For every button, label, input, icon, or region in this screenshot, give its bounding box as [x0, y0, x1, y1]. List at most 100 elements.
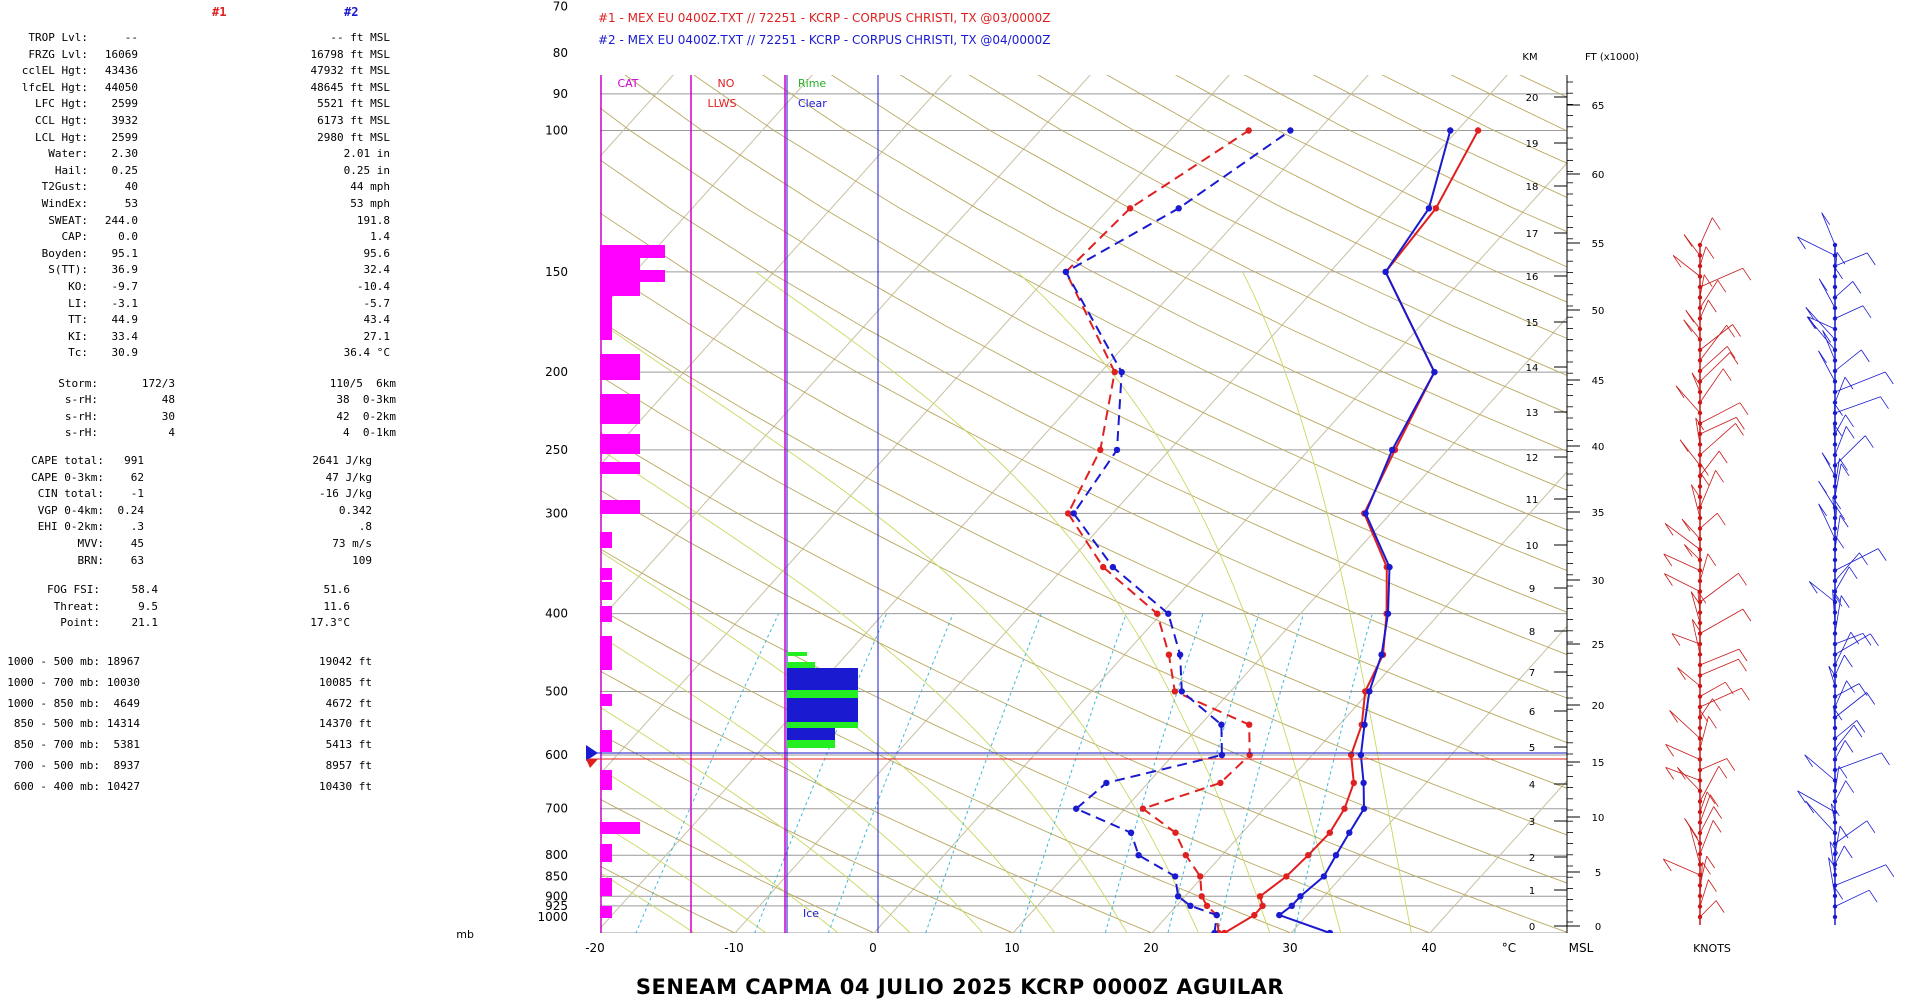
temperature-tick: 10	[1004, 941, 1019, 955]
km-tick: 6	[1529, 707, 1535, 718]
km-tick: 8	[1529, 627, 1535, 638]
dewpoint-s1-point	[1112, 369, 1118, 375]
icing-bar	[787, 722, 858, 728]
wind-barb-s1-barb	[1743, 268, 1751, 280]
wind-barb-s1-barb	[1673, 255, 1700, 276]
wind-barb-s2-barb	[1844, 655, 1852, 667]
wind-barb-s1-barb	[1727, 346, 1735, 358]
cat-bar	[600, 582, 612, 600]
icing-bar	[787, 698, 858, 722]
wind-barb-s1-barb	[1733, 325, 1741, 337]
dry-adiabat	[1048, 0, 1920, 950]
wind-barb-s2-barb	[1798, 237, 1836, 256]
temperature-s1-point	[1257, 893, 1263, 899]
isotherm	[0, 0, 146, 933]
km-tick: 10	[1526, 541, 1539, 552]
cat-bar	[600, 394, 640, 424]
ft-tick: 25	[1592, 640, 1605, 651]
dewpoint-s2-point	[1218, 722, 1224, 728]
cat-bar	[600, 906, 612, 918]
km-tick: 14	[1526, 363, 1539, 374]
wind-barb-s1-barb	[1684, 545, 1700, 561]
wind-barb-s2-barb	[1835, 436, 1865, 466]
wind-barb-s2-barb	[1835, 725, 1854, 749]
km-tick: 16	[1526, 272, 1539, 283]
wind-barb-s1-barb	[1686, 310, 1694, 322]
isotherm	[40, 0, 980, 933]
ft-tick: 30	[1592, 576, 1605, 587]
ft-tick: 15	[1592, 758, 1605, 769]
wind-barb-s2-barb	[1837, 252, 1845, 264]
dewpoint-s1-point	[1172, 688, 1178, 694]
km-tick: 2	[1529, 853, 1535, 864]
temperature-s1-point	[1305, 852, 1311, 858]
wind-barb-s1-barb	[1680, 440, 1688, 452]
dry-adiabat	[0, 0, 1053, 950]
dewpoint-s1-point	[1199, 893, 1205, 899]
dry-adiabat	[516, 0, 1920, 950]
header-line-1: #1 - MEX EU 0400Z.TXT // 72251 - KCRP - …	[598, 11, 1050, 25]
temperature-s2-point	[1360, 780, 1366, 786]
wind-barb-s1-barb	[1678, 668, 1701, 686]
dry-adiabat	[398, 0, 1920, 950]
temperature-s2-point	[1361, 806, 1367, 812]
dry-adiabat	[339, 0, 1920, 950]
wind-barb-s2-barb	[1867, 253, 1875, 265]
wind-barb-s2-barb	[1853, 281, 1861, 293]
km-tick: 9	[1529, 584, 1535, 595]
chart-title: SENEAM CAPMA 04 JULIO 2025 KCRP 0000Z AG…	[0, 975, 1920, 999]
x-axis-label: °C	[1502, 941, 1516, 955]
wind-barb-s2-barb	[1870, 634, 1878, 646]
ft-label: FT (x1000)	[1585, 52, 1639, 63]
dry-adiabat	[752, 0, 1920, 950]
wind-barb-s2-barb	[1835, 684, 1859, 697]
isotherm	[1569, 0, 1920, 933]
isotherm	[1013, 0, 1920, 933]
mixing-ratio-line	[822, 614, 953, 950]
temperature-s2-point	[1385, 611, 1391, 617]
pressure-label: 400	[545, 607, 568, 621]
wind-barb-s1-barb	[1708, 300, 1716, 312]
ft-tick: 40	[1592, 442, 1605, 453]
temperature-s2-point	[1382, 269, 1388, 275]
dewpoint-s1-point	[1217, 780, 1223, 786]
dewpoint-s1-point	[1166, 652, 1172, 658]
wind-barb-s2-barb	[1819, 481, 1827, 493]
wind-barb-s1-barb	[1709, 716, 1717, 728]
cat-bar	[600, 434, 640, 454]
icing-bar	[787, 740, 835, 748]
wind-barb-s1-barb	[1717, 513, 1725, 525]
dewpoint-s1-line	[1066, 131, 1250, 934]
wind-barb-s1-barb	[1682, 519, 1700, 539]
wind-barb-s2-barb	[1835, 306, 1863, 319]
dewpoint-s1-point	[1140, 806, 1146, 812]
wind-barb-s2-barb	[1822, 213, 1835, 245]
km-tick: 15	[1526, 318, 1539, 329]
wind-barb-s2-barb	[1835, 549, 1878, 571]
moist-adiabat	[1017, 272, 1345, 950]
cat-bar	[600, 318, 612, 340]
cat-bar	[600, 694, 612, 706]
ft-tick: 60	[1592, 170, 1605, 181]
wind-barb-s1-barb	[1742, 688, 1750, 700]
pressure-label: 500	[545, 684, 568, 698]
wind-barb-s2-barb	[1859, 684, 1867, 696]
wind-barb-s1-barb	[1700, 325, 1727, 360]
cat-bar	[600, 532, 612, 548]
wind-barb-s1-barb	[1707, 856, 1715, 868]
km-tick: 17	[1526, 229, 1539, 240]
temperature-s2-point	[1321, 873, 1327, 879]
isotherm	[0, 0, 424, 933]
cat-bar	[600, 844, 612, 862]
isotherm	[0, 0, 563, 933]
temperature-s2-point	[1333, 852, 1339, 858]
wind-barb-s1-barb	[1670, 710, 1700, 738]
wind-barb-s1-barb	[1700, 820, 1713, 854]
dewpoint-s2-point	[1211, 930, 1217, 936]
wind-barb-s1-barb	[1743, 609, 1751, 621]
ft-tick: 5	[1595, 868, 1601, 879]
mixing-ratio-line	[1164, 614, 1259, 950]
wind-barb-s1-barb	[1707, 792, 1715, 804]
wind-barb-s2-barb	[1823, 330, 1835, 360]
isotherm	[318, 0, 1258, 933]
